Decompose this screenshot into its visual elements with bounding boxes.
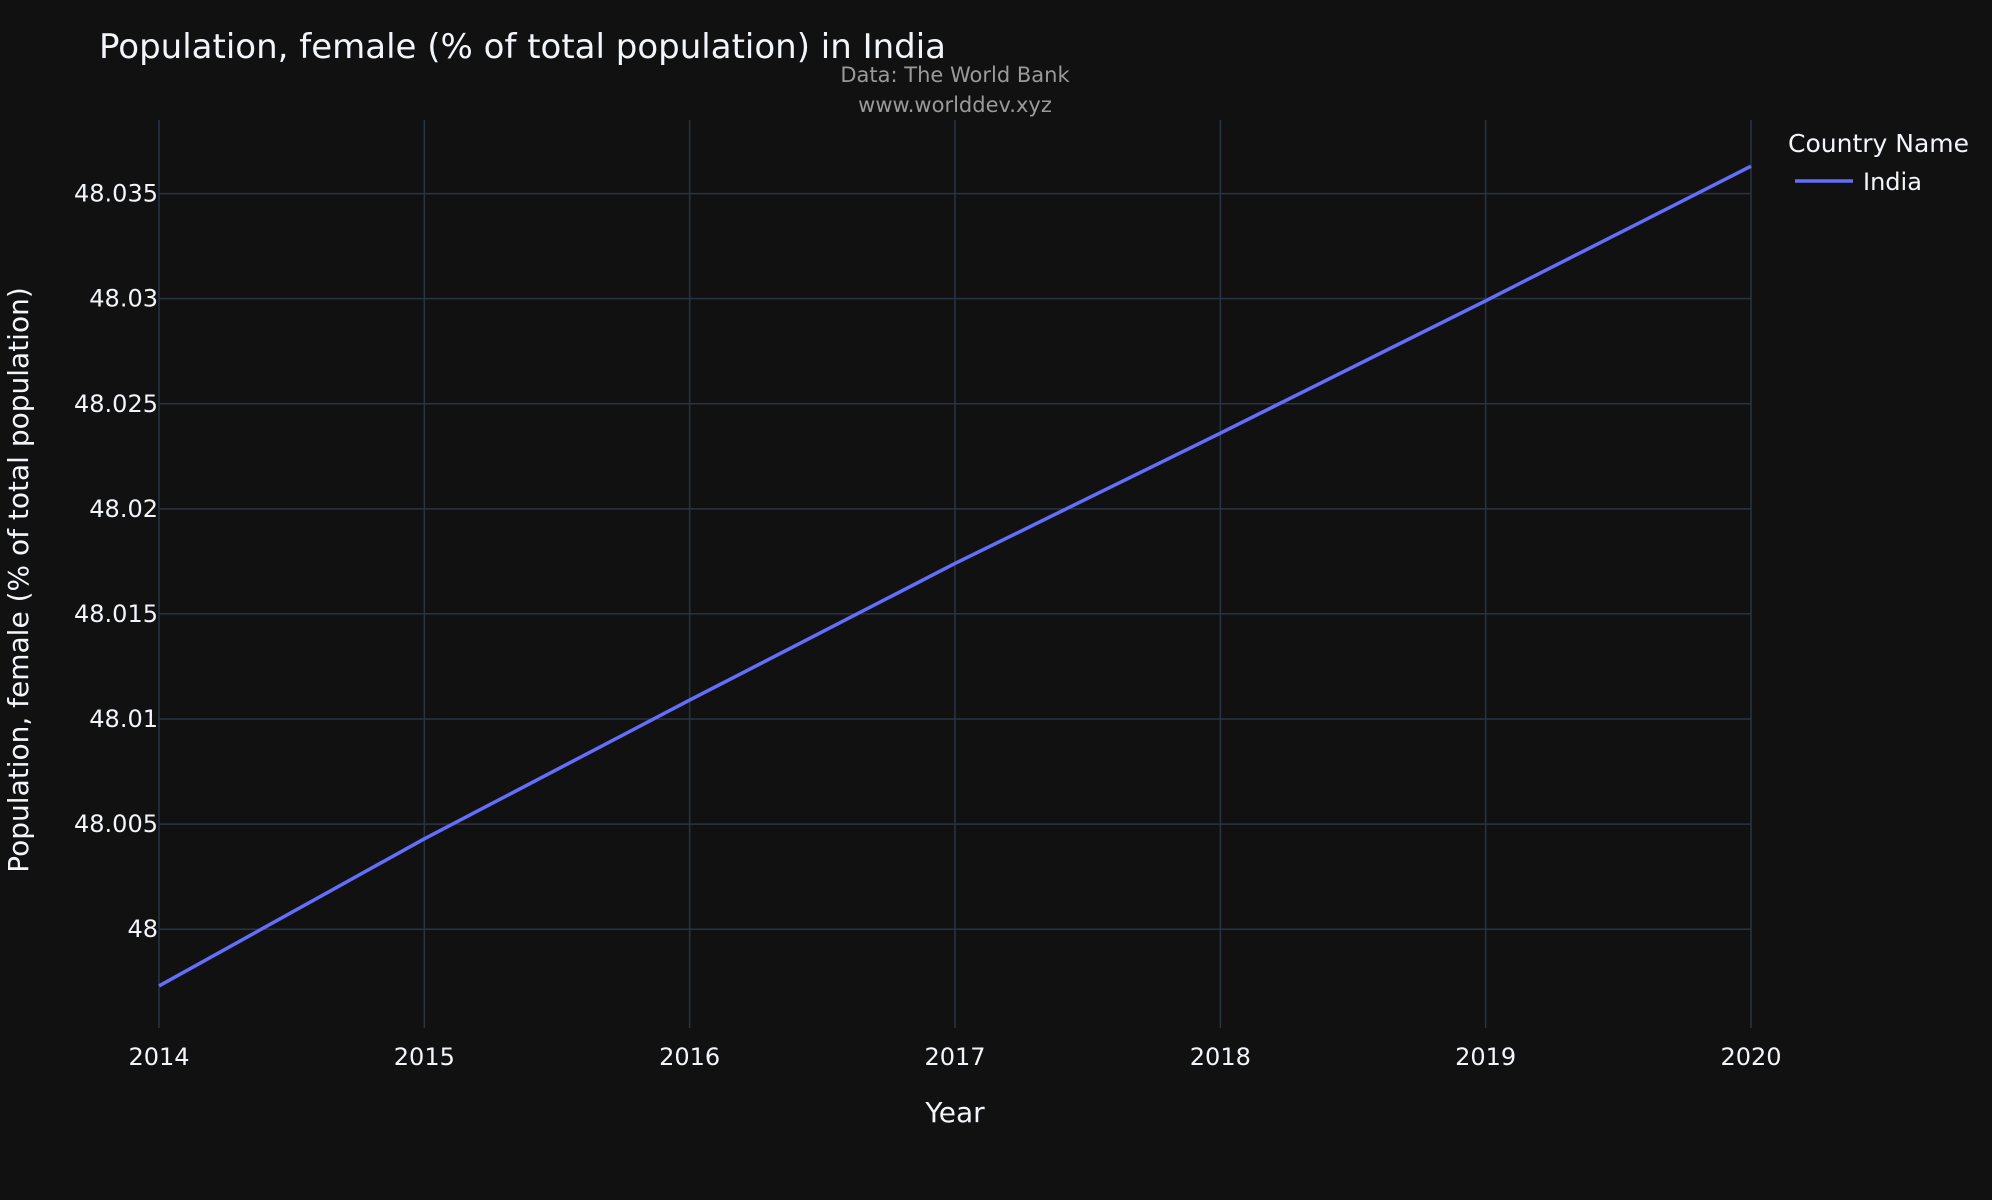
- data-point[interactable]: [1745, 160, 1757, 172]
- x-tick-label: 2016: [659, 1043, 720, 1071]
- x-tick-label: 2015: [394, 1043, 455, 1071]
- data-point[interactable]: [153, 980, 165, 992]
- legend-items: India: [1795, 168, 1922, 196]
- y-tick-label: 48.005: [74, 810, 158, 838]
- source-credit: Data: The World Bank: [840, 63, 1070, 87]
- y-tick-label: 48.015: [74, 600, 158, 628]
- y-tick-label: 48.03: [89, 285, 158, 313]
- chart-title: Population, female (% of total populatio…: [99, 27, 947, 67]
- x-tick-label: 2017: [924, 1043, 985, 1071]
- x-tick-label: 2018: [1190, 1043, 1251, 1071]
- y-tick-label: 48.01: [89, 705, 158, 733]
- x-axis-title: Year: [924, 1096, 985, 1129]
- data-point[interactable]: [949, 557, 961, 569]
- y-tick-label: 48.035: [74, 180, 158, 208]
- legend: Country Name India: [1788, 129, 1969, 196]
- data-point[interactable]: [418, 833, 430, 845]
- source-url[interactable]: www.worlddev.xyz: [858, 93, 1052, 117]
- x-tick-label: 2019: [1455, 1043, 1516, 1071]
- grid-layer: [158, 120, 1752, 1028]
- series-layer: [153, 160, 1757, 992]
- data-point[interactable]: [684, 694, 696, 706]
- x-tick-label: 2020: [1720, 1043, 1781, 1071]
- y-tick-label: 48.02: [89, 495, 158, 523]
- data-point[interactable]: [1214, 427, 1226, 439]
- y-tick-label: 48: [127, 915, 158, 943]
- data-point[interactable]: [1480, 295, 1492, 307]
- series-line-india[interactable]: [158, 164, 1752, 988]
- x-tick-label: 2014: [128, 1043, 189, 1071]
- legend-title: Country Name: [1788, 129, 1969, 158]
- x-axis-ticks: 2014 2015 2016 2017 2018 2019 2020: [128, 1043, 1781, 1071]
- legend-item-label[interactable]: India: [1863, 168, 1922, 196]
- y-axis-ticks: 48 48.005 48.01 48.015 48.02 48.025 48.03 48.03…: [74, 180, 158, 944]
- y-tick-label: 48.025: [74, 390, 158, 418]
- y-axis-title: Population, female (% of total populatio…: [2, 287, 35, 873]
